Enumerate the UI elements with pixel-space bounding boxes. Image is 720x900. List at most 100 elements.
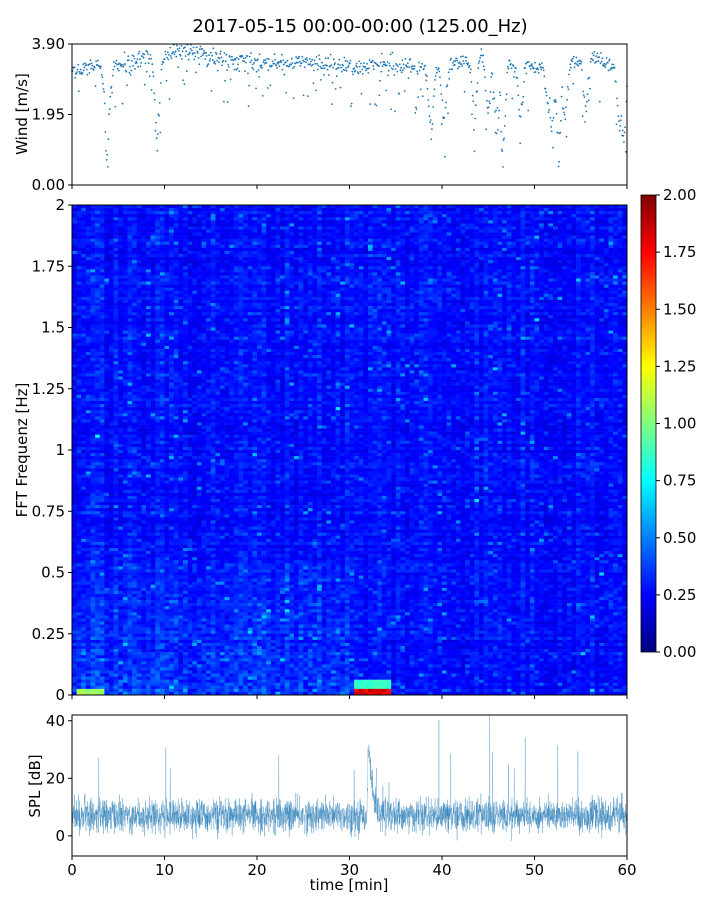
- spectrogram-cell: [294, 290, 299, 295]
- spectrogram-cell: [331, 211, 336, 215]
- spectrogram-cell: [99, 287, 105, 292]
- spectrogram-cell: [95, 263, 101, 267]
- spectrogram-cell: [377, 205, 383, 209]
- spectrogram-cell: [215, 211, 221, 215]
- spectrogram-cell: [585, 211, 591, 215]
- spectrogram-cell: [284, 235, 290, 239]
- spectrogram-cell: [280, 275, 286, 279]
- spectrogram-cell: [252, 235, 258, 239]
- spectrogram-cell: [446, 303, 452, 307]
- spectrogram-cell: [72, 266, 77, 270]
- spectrogram-cell: [553, 287, 558, 292]
- spectrogram-cell: [331, 220, 336, 224]
- spectrogram-cell: [289, 217, 295, 221]
- spectrogram-cell: [590, 281, 595, 285]
- spectrogram-cell: [363, 266, 369, 270]
- spectrogram-cell: [303, 208, 309, 212]
- spectrogram-cell: [187, 232, 193, 236]
- spectrogram-cell: [511, 220, 517, 224]
- spectrogram-cell: [437, 235, 443, 239]
- wind-point: [85, 63, 88, 66]
- spectrogram-cell: [557, 211, 563, 215]
- spectrogram-cell: [155, 281, 161, 285]
- wind-point: [264, 59, 267, 61]
- spectrogram-cell: [372, 260, 378, 264]
- spectrogram-cell: [557, 238, 563, 243]
- spectrogram-cell: [358, 223, 364, 227]
- spectrogram-cell: [275, 211, 281, 215]
- spectrogram-cell: [391, 281, 397, 285]
- spectrogram-cell: [335, 217, 341, 221]
- spectrogram-cell: [525, 290, 531, 295]
- spectrogram-cell: [594, 260, 600, 264]
- spectrogram-cell: [386, 306, 392, 310]
- wind-point: [262, 61, 265, 63]
- wind-point: [598, 100, 601, 103]
- spectrogram-cell: [469, 290, 475, 295]
- spectrogram-cell: [492, 293, 498, 298]
- spectrogram-cell: [437, 208, 443, 212]
- spectrogram-cell: [146, 205, 151, 209]
- spectrogram-cell: [72, 235, 77, 239]
- spectrogram-cell: [127, 226, 133, 230]
- spectrogram-cell: [155, 257, 161, 261]
- spectrogram-cell: [580, 296, 586, 301]
- spectrogram-cell: [215, 244, 221, 249]
- spectrogram-cell: [469, 208, 475, 212]
- spectrogram-cell: [525, 296, 531, 301]
- spectrogram-cell: [266, 293, 272, 298]
- spectrogram-cell: [460, 214, 466, 218]
- spectrogram-cell: [497, 211, 503, 215]
- spectrogram-cell: [247, 229, 253, 233]
- spectrogram-cell: [474, 214, 480, 218]
- spectrogram-cell: [571, 296, 577, 301]
- spectrogram-cell: [529, 226, 535, 230]
- spectrogram-cell: [113, 214, 119, 218]
- spectrogram-cell: [127, 287, 133, 292]
- spectrogram-cell: [340, 281, 346, 285]
- spectrogram-cell: [566, 247, 572, 252]
- spectrogram-cell: [405, 238, 410, 243]
- spectrogram-cell: [534, 266, 540, 270]
- spectrogram-cell: [340, 205, 346, 209]
- spectrogram-cell: [220, 281, 225, 285]
- spectrogram-cell: [210, 220, 216, 224]
- wind-point: [500, 148, 503, 151]
- spectrogram-cell: [247, 235, 253, 239]
- spectrogram-cell: [363, 275, 369, 279]
- spectrogram-cell: [146, 211, 151, 215]
- spectrogram-cell: [381, 306, 387, 310]
- spectrogram-cell: [608, 257, 614, 261]
- spectrogram-cell: [192, 211, 198, 215]
- spectrogram-cell: [622, 303, 628, 307]
- spectrogram-cell: [599, 226, 605, 230]
- spectrogram-cell: [275, 293, 281, 298]
- wind-point: [540, 68, 543, 71]
- spectrogram-cell: [81, 299, 87, 304]
- wind-point: [463, 90, 466, 93]
- spectrogram-cell: [159, 254, 165, 258]
- spectrogram-cell: [303, 269, 309, 273]
- spectrogram-cell: [580, 260, 586, 264]
- spectrogram-cell: [266, 244, 272, 249]
- wind-point: [521, 101, 524, 104]
- spectrogram-cell: [247, 275, 253, 279]
- spectrogram-cell: [432, 272, 438, 276]
- wind-point: [555, 100, 557, 103]
- wind-axes-frame: [71, 43, 628, 186]
- spectrogram-cell: [608, 250, 614, 255]
- wind-point: [187, 58, 190, 61]
- spectrogram-cell: [571, 238, 577, 243]
- spectrogram-cell: [603, 263, 609, 267]
- spectrogram-cell: [307, 211, 313, 215]
- wind-point: [174, 50, 177, 53]
- spectrogram-cell: [395, 284, 401, 288]
- spectrogram-cell: [358, 263, 364, 267]
- spectrogram-cell: [307, 250, 313, 255]
- spectrogram-cell: [432, 208, 438, 212]
- spectrogram-cell: [261, 275, 267, 279]
- spectrogram-cell: [243, 263, 249, 267]
- spectrogram-cell: [423, 281, 429, 285]
- spectrogram-cell: [344, 284, 350, 288]
- spectrogram-cell: [85, 263, 91, 267]
